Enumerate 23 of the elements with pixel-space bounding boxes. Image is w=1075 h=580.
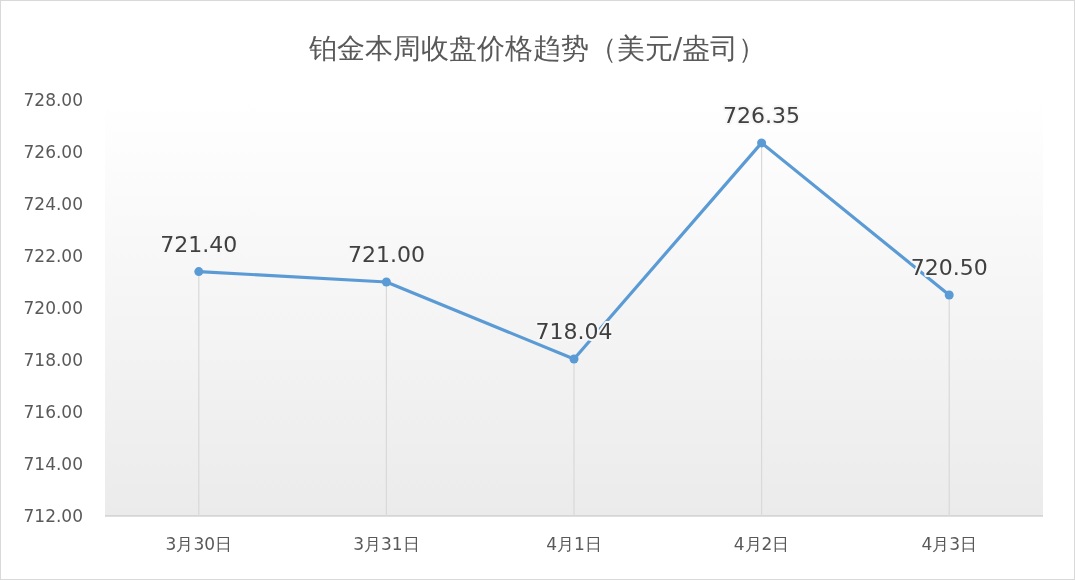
y-tick-label: 724.00 xyxy=(23,194,83,214)
text: 721.00 xyxy=(347,242,425,267)
chart-title: 铂金本周收盘价格趋势（美元/盎司） xyxy=(307,32,767,65)
x-tick-label: 3月30日 xyxy=(165,534,233,554)
point xyxy=(381,277,391,287)
y-tick-label: 722.00 xyxy=(23,246,83,266)
point xyxy=(194,267,204,277)
y-tick-label: 714.00 xyxy=(23,454,83,474)
point xyxy=(944,290,954,300)
x-tick-label: 4月3日 xyxy=(921,534,978,554)
x-tick-label: 4月2日 xyxy=(733,534,790,554)
x-tick-label: 3月31日 xyxy=(353,534,420,554)
text: 721.40 xyxy=(160,231,238,257)
point xyxy=(757,138,767,148)
y-tick-label: 712.00 xyxy=(23,506,83,526)
y-tick-label: 728.00 xyxy=(23,90,83,110)
point xyxy=(569,354,579,364)
y-tick-label: 720.00 xyxy=(23,298,83,318)
text: 726.35 xyxy=(723,102,801,128)
y-tick-label: 726.00 xyxy=(23,142,83,162)
x-tick-label: 4月1日 xyxy=(546,534,602,554)
y-tick-label: 716.00 xyxy=(23,402,83,422)
y-tick-label: 718.00 xyxy=(23,350,83,370)
